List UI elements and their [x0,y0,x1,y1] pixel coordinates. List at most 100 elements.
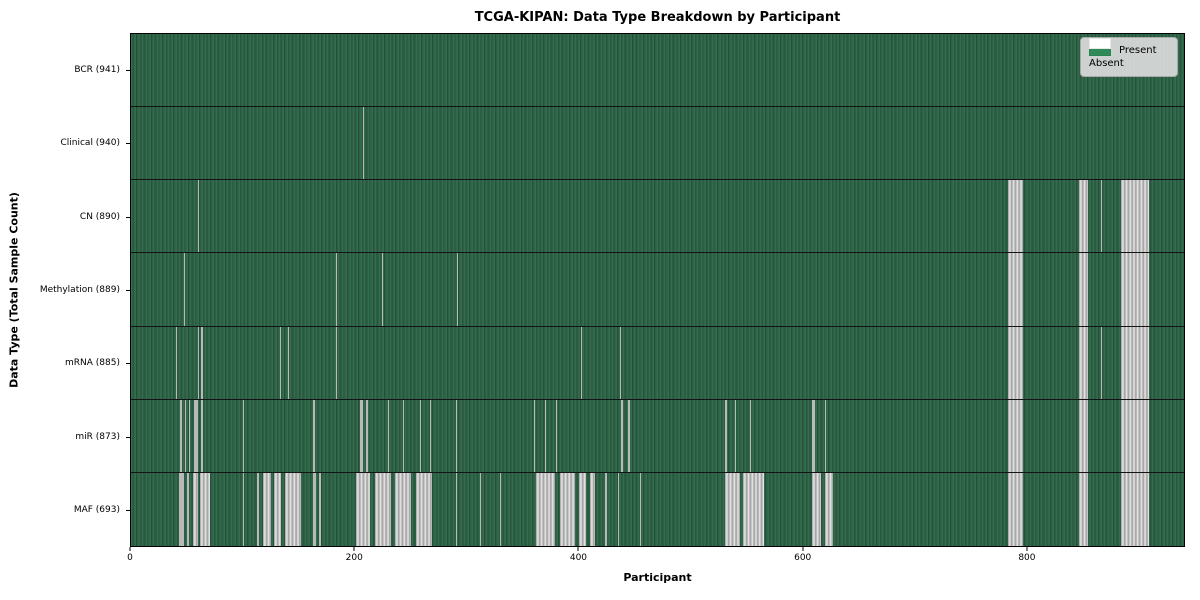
absent-stripe [1121,472,1150,546]
absent-stripe [725,472,740,546]
absent-stripe [640,472,642,546]
absent-stripe [725,399,728,472]
absent-stripe [1078,180,1088,253]
x-tick-mark [802,547,804,551]
absent-stripe [1101,326,1103,399]
y-tick-label-mrna: mRNA (885) [65,358,120,369]
absent-stripe [536,472,556,546]
absent-stripe [257,472,259,546]
absent-stripe [365,399,369,472]
absent-stripe [287,326,289,399]
y-tick-label-methylation: Methylation (889) [39,285,120,295]
absent-stripe [1121,399,1150,472]
absent-stripe [186,472,190,546]
heatmap-row-mir [131,399,1184,473]
absent-stripe [419,399,421,472]
absent-stripe [193,399,199,472]
absent-stripe [1008,326,1023,399]
absent-stripe [559,472,576,546]
absent-stripe [455,399,457,472]
heatmap-plot-area [130,33,1185,547]
absent-stripe [201,326,203,399]
x-tick-label-0: 0 [127,553,133,563]
y-tick-mark [126,290,130,291]
absent-stripe [545,399,547,472]
y-tick-label-clinical: Clinical (940) [60,138,120,149]
absent-stripe [824,399,826,472]
absent-swatch-icon [1089,38,1111,49]
y-tick-label-cn: CN (890) [79,211,120,222]
absent-stripe [627,399,631,472]
absent-stripe [362,107,364,180]
heatmap-row-bcr [131,34,1184,108]
absent-stripe [743,472,765,546]
absent-stripe [180,399,183,472]
legend: Present Absent [1080,37,1178,77]
absent-stripe [456,253,458,326]
x-tick-mark [353,547,355,551]
heatmap-row-methylation [131,253,1184,327]
absent-stripe [313,472,316,546]
absent-stripe [198,180,200,253]
absent-stripe [580,326,582,399]
absent-stripe [1078,399,1088,472]
absent-stripe [429,399,431,472]
y-tick-mark [126,510,130,512]
x-axis: 0 200 400 600 800 [127,547,1185,569]
absent-stripe [388,399,390,472]
absent-stripe [355,472,371,546]
legend-absent-label: Absent [1089,58,1124,69]
absent-stripe [395,472,411,546]
absent-stripe [192,472,199,546]
chart-title: TCGA-KIPAN: Data Type Breakdown by Parti… [474,10,841,25]
absent-stripe [589,472,596,546]
absent-stripe [198,326,200,399]
absent-stripe [1121,326,1150,399]
y-axis-tick-labels: BCR (941) Clinical (940) CN (890) Methylati… [0,33,126,547]
y-tick-label-bcr: BCR (941) [74,64,120,75]
absent-stripe [279,326,281,399]
absent-stripe [1078,253,1088,326]
absent-stripe [200,472,211,546]
absent-stripe [617,472,619,546]
x-tick-mark [577,547,579,551]
x-tick-label-200: 200 [345,553,363,563]
absent-stripe [335,326,337,399]
absent-stripe [242,399,244,472]
x-tick-mark [1026,547,1028,551]
absent-stripe [578,472,587,546]
absent-stripe [360,399,363,472]
absent-stripe [374,472,391,546]
x-tick-label-600: 600 [794,553,812,563]
x-tick-label-400: 400 [569,553,588,563]
absent-stripe [318,472,322,546]
absent-stripe [175,326,177,399]
absent-stripe [749,399,751,472]
absent-stripe [824,472,833,546]
absent-stripe [1101,180,1103,253]
absent-stripe [812,399,815,472]
absent-stripe [263,472,271,546]
absent-stripe [1008,472,1023,546]
absent-stripe [183,253,185,326]
absent-stripe [620,326,622,399]
heatmap-row-clinical [131,107,1184,181]
absent-stripe [274,472,281,546]
absent-stripe [1121,180,1150,253]
y-tick-mark [126,363,130,365]
absent-stripe [242,472,244,546]
absent-stripe [285,472,302,546]
y-tick-label-maf: MAF (693) [73,505,120,516]
absent-stripe [189,399,191,472]
y-tick-mark [126,143,130,145]
absent-stripe [533,399,535,472]
absent-stripe [201,399,203,472]
absent-stripe [500,472,502,546]
legend-item-absent: Absent [1089,38,1169,69]
absent-stripe [621,399,624,472]
y-tick-mark [126,216,130,218]
y-tick-mark [126,436,130,438]
heatmap-row-cn [131,180,1184,254]
absent-stripe [1078,326,1088,399]
absent-stripe [1008,399,1023,472]
